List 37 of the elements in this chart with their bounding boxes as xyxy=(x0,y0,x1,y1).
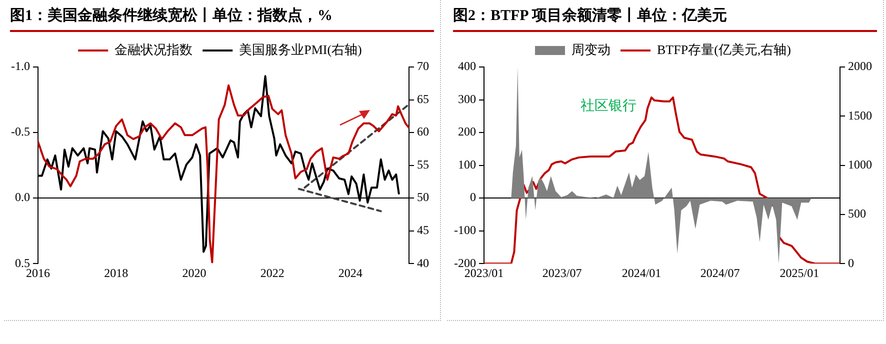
y-tick-label: 100 xyxy=(458,157,476,172)
y2-tick-label: 45 xyxy=(417,222,429,237)
legend-label: 周变动 xyxy=(572,42,611,57)
legend-label: BTFP存量(亿美元,右轴) xyxy=(657,42,791,57)
chart-title: 图2：BTFP 项目余额清零丨单位：亿美元 xyxy=(453,6,877,32)
y2-tick-label: 500 xyxy=(848,206,866,221)
y-tick-label: -100 xyxy=(454,222,476,237)
y2-tick-label: 2000 xyxy=(848,59,872,74)
y-tick-label: -1.0 xyxy=(10,59,30,74)
y-tick-label: 400 xyxy=(458,59,476,74)
y-tick-label: 0.5 xyxy=(14,256,30,270)
y2-tick-label: 70 xyxy=(417,59,429,74)
y-tick-label: 300 xyxy=(458,92,476,106)
y-tick-label: 0.0 xyxy=(14,190,30,204)
annotation: 社区银行 xyxy=(580,98,637,114)
y-tick-label: 200 xyxy=(458,124,476,139)
x-tick-label: 2024/01 xyxy=(622,266,662,280)
x-tick-label: 2024/07 xyxy=(700,266,740,280)
y2-tick-label: 0 xyxy=(848,256,854,270)
x-tick-label: 2022 xyxy=(260,266,284,280)
x-tick-label: 2024 xyxy=(338,266,362,280)
x-tick-label: 2018 xyxy=(104,266,128,280)
y2-tick-label: 55 xyxy=(417,157,429,172)
x-tick-label: 2020 xyxy=(182,266,206,280)
legend-label: 金融状况指数 xyxy=(114,42,193,57)
y2-tick-label: 65 xyxy=(417,92,429,106)
y2-tick-label: 1000 xyxy=(848,157,872,172)
y2-tick-label: 50 xyxy=(417,190,429,204)
legend-label: 美国服务业PMI(右轴) xyxy=(239,42,362,57)
chart-title: 图1：美国金融条件继续宽松丨单位：指数点，% xyxy=(10,6,434,32)
y-tick-label: 0 xyxy=(470,190,476,204)
y2-tick-label: 60 xyxy=(417,124,429,139)
y-tick-label: -0.5 xyxy=(10,124,30,139)
y2-tick-label: 40 xyxy=(417,256,429,270)
y2-tick-label: 1500 xyxy=(848,108,872,122)
x-tick-label: 2023/07 xyxy=(542,266,582,280)
x-tick-label: 2025/01 xyxy=(780,266,820,280)
